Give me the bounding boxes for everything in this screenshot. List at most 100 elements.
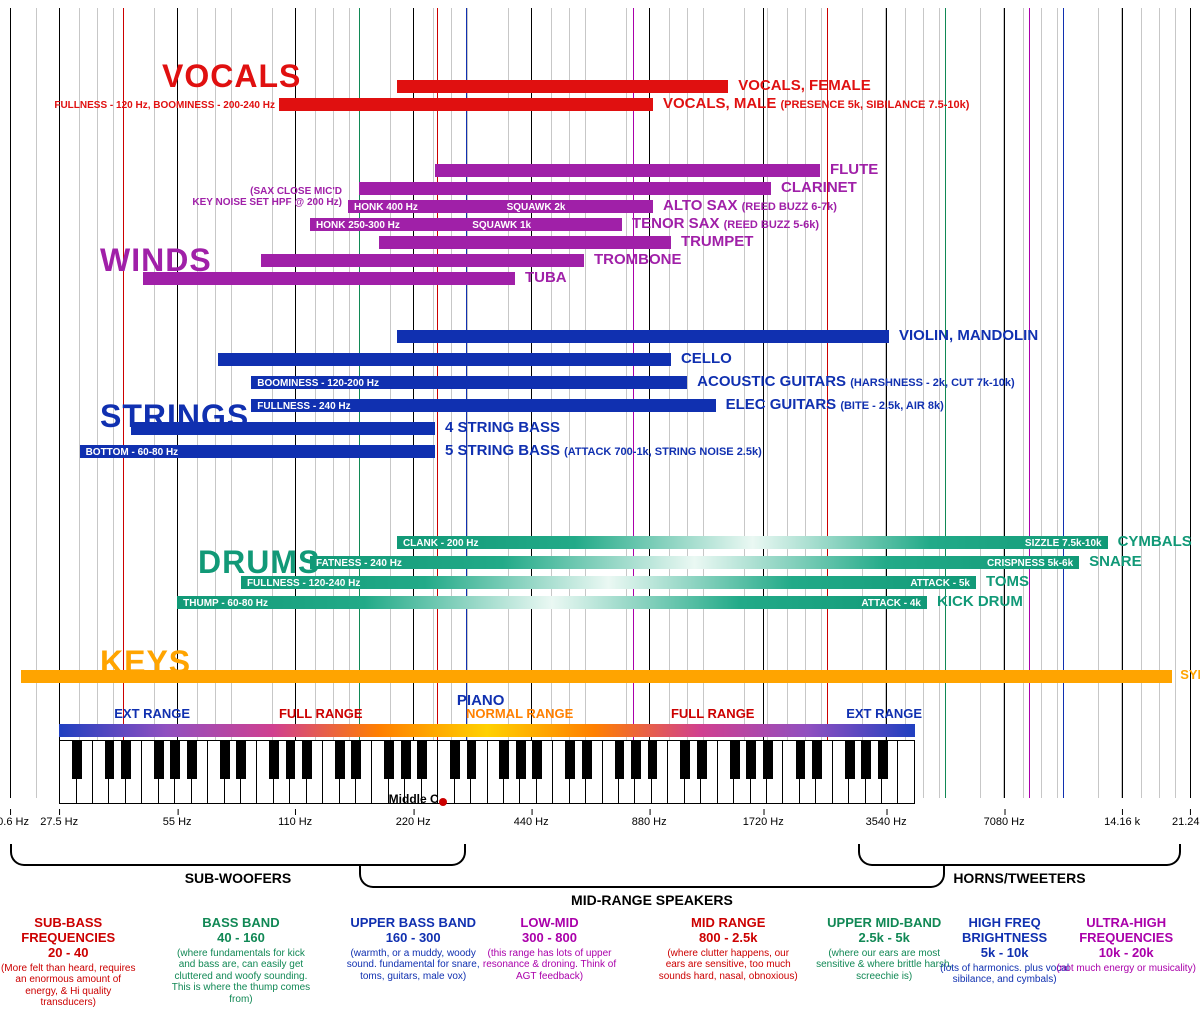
range-bar [218, 353, 671, 366]
black-key [532, 741, 542, 779]
black-key [220, 741, 230, 779]
black-key [335, 741, 345, 779]
freq-band-block: SUB-BASS FREQUENCIES 20 - 40(More felt t… [0, 916, 138, 1009]
freq-band-block: BASS BAND 40 - 160(where fundamentals fo… [171, 916, 311, 1005]
piano-keyboard [59, 740, 914, 804]
freq-band-title: UPPER MID-BAND 2.5k - 5k [814, 916, 954, 946]
freq-band-desc: (this range has lots of upper resonance … [480, 948, 620, 983]
range-label: TOMS [986, 573, 1029, 590]
range-bar [379, 236, 671, 249]
freq-band-desc: (where our ears are most sensitive & whe… [814, 948, 954, 983]
range-label: CELLO [681, 350, 732, 367]
freq-tick: 1720 Hz [743, 816, 784, 828]
piano-range-bar [59, 724, 914, 737]
range-label: TROMBONE [594, 251, 682, 268]
piano-range-label: EXT RANGE [114, 706, 190, 721]
black-key [72, 741, 82, 779]
bar-annotation: CRISPNESS 5k-6k [987, 557, 1073, 569]
black-key [565, 741, 575, 779]
synth-label: SYNTHESIZER [1180, 667, 1200, 682]
freq-tick: 880 Hz [632, 816, 667, 828]
freq-tick: 220 Hz [396, 816, 431, 828]
bar-annotation: ATTACK - 4k [861, 597, 921, 609]
black-key [401, 741, 411, 779]
bar-annotation: SQUAWK 2k [507, 201, 566, 213]
range-bar [177, 596, 927, 609]
black-key [105, 741, 115, 779]
black-key [187, 741, 197, 779]
piano-range-label: NORMAL RANGE [466, 706, 573, 721]
freq-tick: 3540 Hz [866, 816, 907, 828]
black-key [499, 741, 509, 779]
black-key [680, 741, 690, 779]
range-label: ELEC GUITARS (BITE - 2.5k, AIR 8k) [726, 396, 944, 413]
black-key [796, 741, 806, 779]
black-key [302, 741, 312, 779]
range-label: ALTO SAX (REED BUZZ 6-7k) [663, 197, 837, 214]
speaker-bracket-label: MID-RANGE SPEAKERS [359, 892, 945, 908]
range-bar [279, 98, 653, 111]
bar-annotation: BOOMINESS - 120-200 Hz [257, 377, 379, 389]
freq-band-title: ULTRA-HIGH FREQUENCIES 10k - 20k [1056, 916, 1196, 961]
range-label: TRUMPET [681, 233, 754, 250]
black-key [417, 741, 427, 779]
freq-band-block: UPPER BASS BAND 160 - 300(warmth, or a m… [343, 916, 483, 982]
black-key [582, 741, 592, 779]
black-key [467, 741, 477, 779]
piano-range-label: FULL RANGE [279, 706, 363, 721]
piano-range-label: FULL RANGE [671, 706, 755, 721]
range-label: TUBA [525, 269, 567, 286]
black-key [878, 741, 888, 779]
freq-band-block: UPPER MID-BAND 2.5k - 5k(where our ears … [814, 916, 954, 982]
range-label: KICK DRUM [937, 593, 1023, 610]
speaker-bracket [858, 844, 1181, 866]
white-key [898, 741, 914, 803]
black-key [154, 741, 164, 779]
freq-band-title: UPPER BASS BAND 160 - 300 [343, 916, 483, 946]
freq-band-title: BASS BAND 40 - 160 [171, 916, 311, 946]
middle-c-dot [439, 798, 447, 806]
black-key [812, 741, 822, 779]
range-label: TENOR SAX (REED BUZZ 5-6k) [632, 215, 819, 232]
bar-annotation: ATTACK - 5k [910, 577, 970, 589]
black-key [121, 741, 131, 779]
freq-band-title: SUB-BASS FREQUENCIES 20 - 40 [0, 916, 138, 961]
freq-band-title: HIGH FREQ BRIGHTNESS 5k - 10k [935, 916, 1075, 961]
bar-annotation: SQUAWK 1k [472, 219, 531, 231]
range-bar [397, 80, 728, 93]
range-bar [435, 164, 820, 177]
freq-band-desc: (More felt than heard, requires an enorm… [0, 963, 138, 1009]
range-bar [143, 272, 515, 285]
bar-annotation: FATNESS - 240 Hz [316, 557, 402, 569]
bar-pre-note: (SAX CLOSE MIC'D KEY NOISE SET HPF @ 200… [192, 186, 342, 208]
range-label: SNARE [1089, 553, 1142, 570]
black-key [648, 741, 658, 779]
freq-tick: 20.6 Hz [0, 816, 29, 828]
bar-annotation: HONK 250-300 Hz [316, 219, 400, 231]
bar-annotation: BOTTOM - 60-80 Hz [86, 446, 179, 458]
bar-annotation: THUMP - 60-80 Hz [183, 597, 268, 609]
section-title: VOCALS [162, 58, 301, 95]
freq-band-block: LOW-MID 300 - 800(this range has lots of… [480, 916, 620, 982]
freq-band-desc: (lots of harmonics. plus vocal sibilance… [935, 963, 1075, 986]
range-label: 5 STRING BASS (ATTACK 700-1k, STRING NOI… [445, 442, 762, 459]
grid-minor [1175, 8, 1176, 798]
freq-tick: 7080 Hz [984, 816, 1025, 828]
bar-annotation: FULLNESS - 240 Hz [257, 400, 350, 412]
range-bar [131, 422, 435, 435]
speaker-bracket [10, 844, 466, 866]
bar-annotation: FULLNESS - 120-240 Hz [247, 577, 360, 589]
black-key [861, 741, 871, 779]
freq-band-block: MID RANGE 800 - 2.5k(where clutter happe… [658, 916, 798, 982]
black-key [746, 741, 756, 779]
range-bar [397, 330, 889, 343]
range-label: 4 STRING BASS [445, 419, 560, 436]
freq-band-desc: (not much energy or musicality) [1056, 963, 1196, 975]
range-bar [261, 254, 584, 267]
freq-band-desc: (where clutter happens, our ears are sen… [658, 948, 798, 983]
bar-annotation: SIZZLE 7.5k-10k [1025, 537, 1102, 549]
range-label: FLUTE [830, 161, 878, 178]
freq-band-block: ULTRA-HIGH FREQUENCIES 10k - 20k (not muc… [1056, 916, 1196, 974]
black-key [170, 741, 180, 779]
synth-bar [21, 670, 1172, 683]
